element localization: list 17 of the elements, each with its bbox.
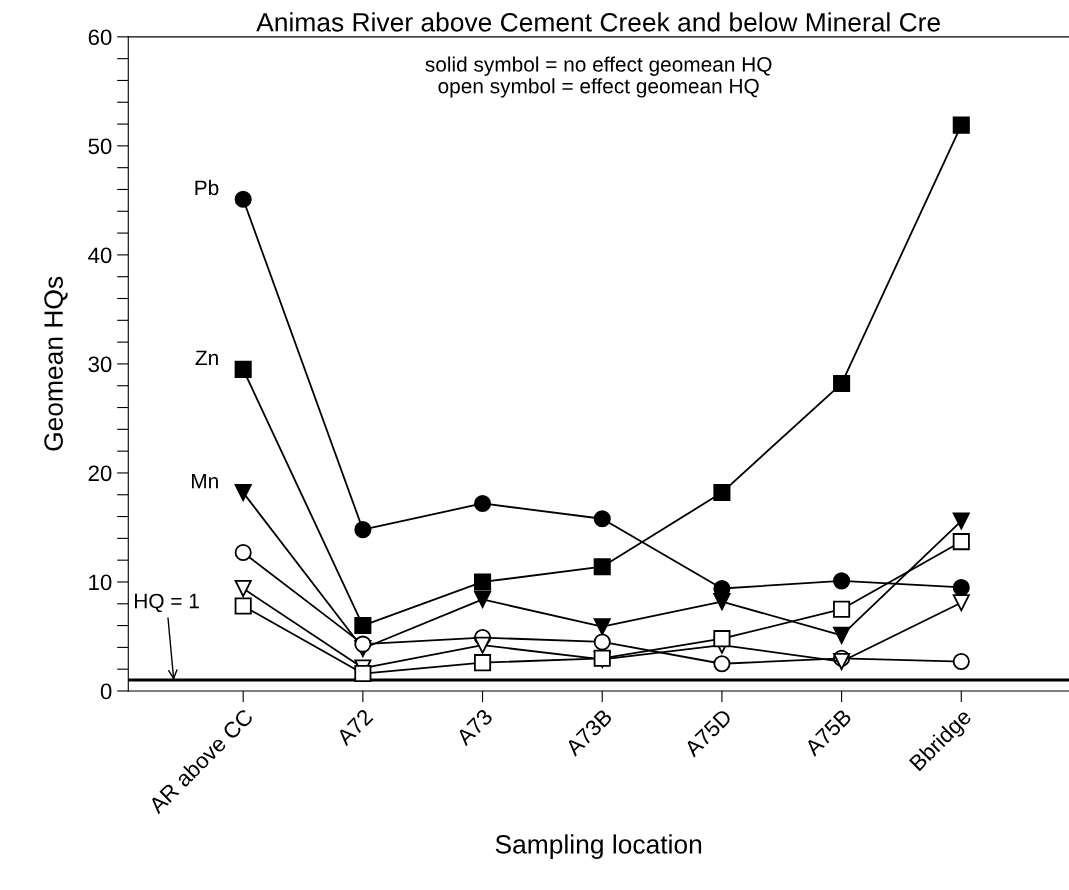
x-tick-label: A72 [335, 708, 374, 747]
y-tick-label: 50 [88, 138, 112, 155]
y-axis-title: Geomean HQs [44, 276, 68, 451]
y-tick-label: 30 [88, 356, 112, 373]
y-tick-label: 10 [89, 574, 112, 591]
series-label: Zn [195, 350, 218, 366]
series-label: Mn [192, 473, 218, 489]
y-tick-label: 60 [88, 29, 112, 46]
ref-line-label: HQ = 1 [135, 593, 199, 613]
y-tick-label: 0 [100, 683, 112, 700]
y-tick-label: 20 [88, 465, 112, 482]
chart-title: Animas River above Cement Creek and below Mineral Cre [256, 12, 940, 32]
x-axis-title: Sampling location [495, 834, 702, 859]
annotation: solid symbol = no effect geomean HQ open symbol = effect geomean HQ [425, 56, 772, 98]
x-tick-label: A73 [455, 708, 494, 747]
y-tick-label: 40 [88, 247, 112, 264]
series-label: Pb [195, 179, 219, 196]
